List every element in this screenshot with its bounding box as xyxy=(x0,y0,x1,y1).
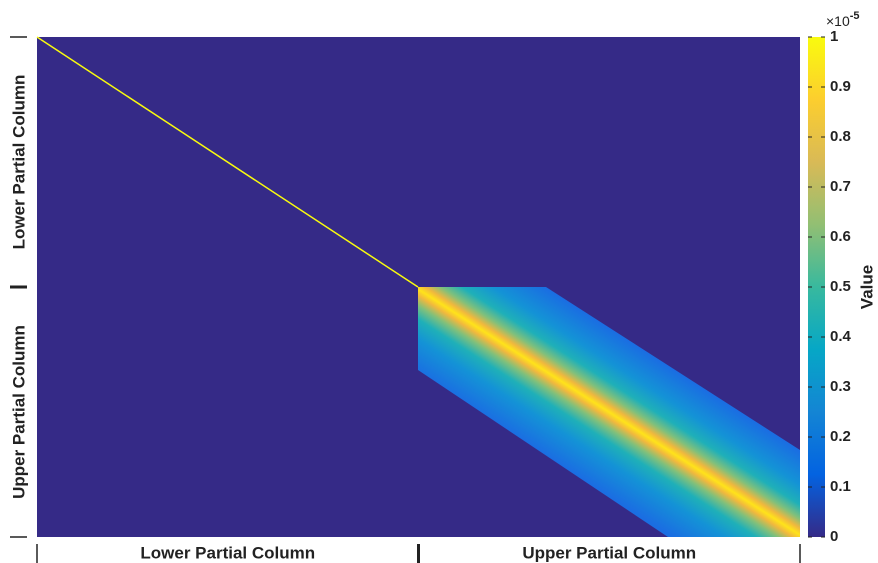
colorbar-tick-label: 0.8 xyxy=(830,128,851,145)
y-tick-label: Upper Partial Column xyxy=(9,325,28,499)
x-tick-label: Upper Partial Column xyxy=(522,543,696,562)
colorbar-tick-label: 0.9 xyxy=(830,78,851,95)
y-tick-label: Lower Partial Column xyxy=(9,75,28,250)
covariance-band xyxy=(418,287,800,537)
colorbar-label: Value xyxy=(857,265,876,309)
colorbar-tick-label: 0.2 xyxy=(830,428,851,445)
colorbar-tick-label: 1 xyxy=(830,28,838,45)
multiplier-exponent: -5 xyxy=(850,10,860,22)
colorbar xyxy=(808,37,825,537)
colorbar-tick-label: 0.4 xyxy=(830,328,852,345)
colorbar-tick-label: 0 xyxy=(830,528,838,545)
colorbar-tick-label: 0.1 xyxy=(830,478,851,495)
x-tick-label: Lower Partial Column xyxy=(140,543,315,562)
diagonal xyxy=(36,36,419,288)
colorbar-tick-label: 0.3 xyxy=(830,378,851,395)
colorbar-multiplier: ×10-5 xyxy=(826,10,860,29)
multiplier-base: ×10 xyxy=(826,13,850,29)
colorbar-tick-label: 0.7 xyxy=(830,178,851,195)
colorbar-tick-label: 0.5 xyxy=(830,278,851,295)
colorbar-tick-label: 0.6 xyxy=(830,228,851,245)
